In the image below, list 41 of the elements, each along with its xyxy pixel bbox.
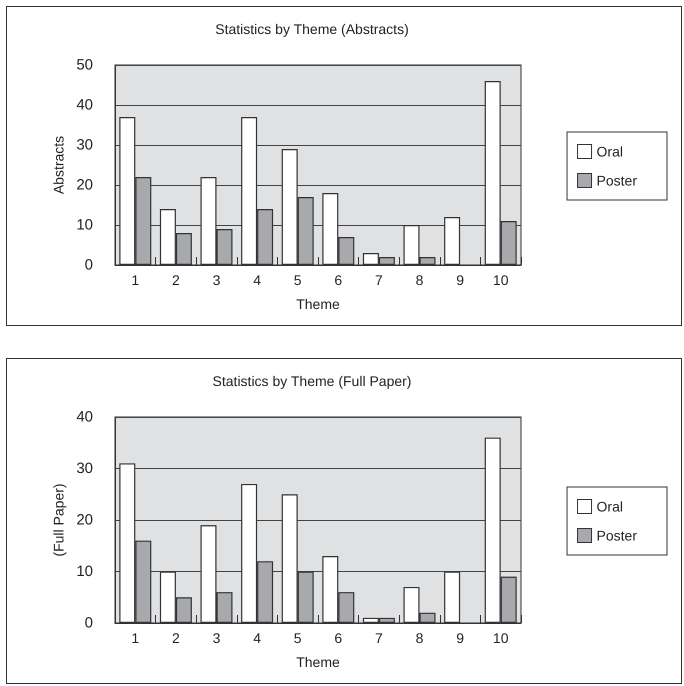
y-tick-label: 10 [76, 563, 93, 580]
x-tick-label: 3 [212, 630, 221, 646]
x-tick-label: 10 [492, 630, 509, 646]
x-tick-label: 1 [131, 272, 140, 288]
x-tick-label: 9 [456, 630, 464, 646]
x-tick-label: 7 [375, 630, 383, 646]
y-tick-label: 0 [84, 256, 93, 274]
x-tick-label: 8 [416, 630, 424, 646]
y-tick-label: 20 [76, 176, 93, 194]
x-tick-label: 4 [253, 272, 262, 288]
x-tick-label: 3 [212, 272, 221, 288]
chart-title: Statistics by Theme (Abstracts) [215, 21, 409, 37]
x-tick-label: 9 [456, 272, 464, 288]
x-axis-title: Theme [296, 296, 340, 312]
legend-label: Poster [596, 172, 638, 188]
y-tick-label: 50 [76, 56, 93, 74]
y-tick-label: 30 [76, 460, 93, 477]
y-tick-label: 20 [76, 512, 93, 528]
chart-title: Statistics by Theme (Full Paper) [212, 373, 412, 389]
x-tick-label: 7 [375, 272, 383, 288]
x-tick-label: 8 [416, 272, 424, 288]
y-tick-label: 10 [76, 216, 93, 234]
legend-label: Oral [596, 498, 623, 514]
y-tick-label: 0 [84, 614, 93, 632]
x-tick-label: 10 [492, 272, 509, 288]
x-tick-label: 6 [334, 630, 342, 646]
y-axis-title: (Full Paper) [50, 483, 66, 557]
x-tick-label: 2 [172, 630, 180, 646]
x-tick-label: 5 [294, 630, 302, 646]
y-axis-title: Abstracts [50, 136, 66, 194]
legend-label: Oral [596, 144, 623, 160]
x-tick-label: 5 [294, 272, 302, 288]
x-tick-label: 4 [253, 630, 262, 646]
y-tick-label: 40 [76, 408, 93, 426]
y-tick-label: 40 [76, 96, 93, 114]
x-tick-label: 1 [131, 630, 140, 646]
x-tick-label: 6 [334, 272, 342, 288]
x-tick-label: 2 [172, 272, 180, 288]
x-axis-title: Theme [296, 654, 340, 670]
legend-label: Poster [596, 528, 638, 544]
y-tick-label: 30 [76, 136, 93, 154]
